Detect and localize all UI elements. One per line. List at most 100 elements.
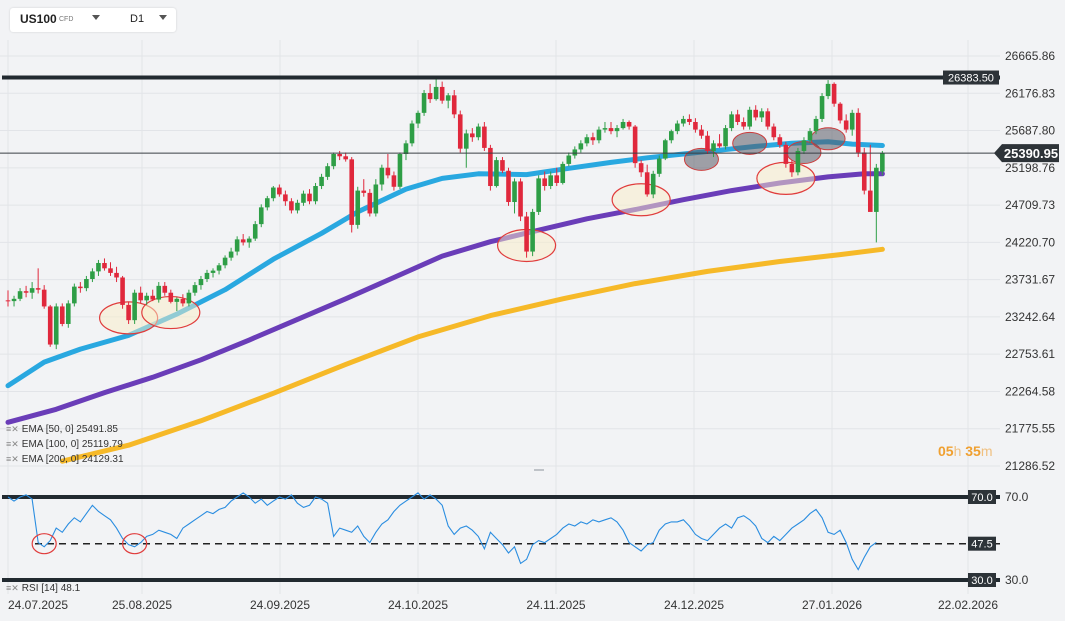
candle-body	[168, 292, 174, 302]
candle-body	[198, 279, 204, 286]
y-tick-label: 24220.70	[1005, 235, 1055, 249]
candle-body	[421, 93, 427, 113]
rsi-line	[7, 492, 877, 571]
candle-body	[518, 181, 523, 217]
candle-body	[234, 239, 240, 252]
candle-body	[409, 123, 415, 144]
candle-body	[548, 175, 553, 187]
menu-icon[interactable]: ≡✕	[6, 454, 19, 464]
candle-body	[650, 173, 656, 195]
timer-minutes: 35	[965, 443, 981, 459]
candle-body	[72, 286, 77, 304]
time-axis[interactable]: 24.07.2025 25.08.2025 24.09.2025 24.10.2025…	[8, 598, 998, 612]
candle-body	[337, 154, 342, 157]
y-tick-label: 23731.67	[1005, 273, 1055, 287]
timeframe-dropdown-icon[interactable]	[159, 15, 167, 20]
candle-body	[277, 187, 282, 195]
rsi-panel: 70.0 47.5 30.0	[2, 490, 1000, 587]
symbol-type: CFD	[59, 16, 74, 23]
candle-body	[741, 121, 746, 127]
rsi-touch-circle	[122, 533, 148, 555]
candle-body	[433, 86, 439, 100]
candle-body	[355, 190, 361, 225]
candle-body	[180, 298, 186, 304]
candle-body	[379, 167, 385, 185]
candle-body	[138, 292, 143, 301]
candle-body	[264, 198, 270, 208]
candle-body	[11, 298, 17, 302]
candle-body	[476, 126, 481, 138]
candle-body	[849, 112, 855, 130]
candle-body	[554, 175, 560, 183]
candle-body	[53, 306, 59, 345]
candle-body	[258, 207, 264, 225]
candle-body	[222, 257, 228, 266]
candle-body	[488, 147, 493, 187]
y-tick-label: 25687.80	[1005, 124, 1055, 138]
candle-body	[391, 175, 397, 187]
candle-body	[783, 144, 789, 164]
candle-body	[90, 271, 95, 280]
symbol-dropdown-icon[interactable]	[92, 15, 100, 20]
candle-body	[530, 211, 535, 252]
support-touch-circle	[611, 183, 671, 217]
menu-icon[interactable]: ≡✕	[6, 439, 19, 449]
candle-body	[825, 83, 831, 97]
rsi-touch-circle	[31, 533, 57, 555]
candle-body	[711, 143, 716, 151]
x-tick-label: 22.02.2026	[938, 598, 998, 612]
candle-body	[84, 279, 89, 289]
candles	[5, 79, 885, 350]
rsi-level-label-bg	[968, 536, 996, 551]
price-axis[interactable]: 26665.86 26176.83 25687.80 25198.76 24709.73…	[1005, 49, 1055, 587]
candle-body	[771, 126, 777, 138]
candle-body	[837, 103, 843, 121]
candle-body	[693, 121, 698, 130]
candle-body	[723, 128, 728, 147]
legend-ema200[interactable]: ≡✕ EMA [200, 0] 24129.31	[6, 454, 124, 465]
candle-body	[855, 112, 861, 153]
candle-body	[656, 158, 662, 174]
legend-rsi-label: RSI [14] 48.1	[21, 583, 81, 594]
candle-body	[735, 114, 740, 122]
candle-body	[705, 135, 710, 151]
candle-body	[313, 186, 318, 202]
candle-body	[295, 202, 300, 211]
menu-icon[interactable]: ≡✕	[6, 583, 19, 593]
candle-body	[662, 140, 668, 159]
legend-ema100[interactable]: ≡✕ EMA [100, 0] 25119.79	[6, 439, 123, 450]
candle-body	[415, 112, 421, 124]
legend-rsi[interactable]: ≡✕ RSI [14] 48.1	[6, 583, 80, 594]
resistance-touch-circle	[683, 147, 719, 171]
y-tick-label: 24709.73	[1005, 198, 1055, 212]
candle-body	[96, 262, 101, 272]
panel-resize-handle	[534, 469, 544, 471]
candle-body	[349, 159, 355, 225]
candle-body	[482, 126, 487, 148]
candle-body	[367, 192, 373, 214]
candle-body	[325, 166, 330, 177]
symbol-selector[interactable]: US100 CFD D1	[10, 8, 176, 32]
candle-body	[861, 152, 867, 191]
candle-body	[470, 133, 475, 138]
y-tick-label: 23242.64	[1005, 310, 1055, 324]
candle-body	[271, 187, 276, 199]
candle-body	[29, 288, 35, 293]
candle-body	[669, 131, 674, 141]
candle-body	[35, 288, 41, 290]
candle-body	[566, 155, 572, 164]
candle-body	[524, 216, 529, 252]
candle-body	[687, 118, 692, 122]
candle-body	[675, 123, 680, 132]
menu-icon[interactable]: ≡✕	[6, 424, 19, 434]
candle-body	[114, 272, 119, 278]
legend-ema50[interactable]: ≡✕ EMA [50, 0] 25491.85	[6, 424, 118, 435]
candle-body	[150, 295, 156, 300]
candle-body	[765, 111, 771, 127]
candle-body	[23, 291, 29, 293]
candle-body	[506, 170, 511, 203]
candle-body	[307, 193, 312, 202]
candle-body	[729, 114, 734, 129]
candle-body	[385, 167, 391, 176]
